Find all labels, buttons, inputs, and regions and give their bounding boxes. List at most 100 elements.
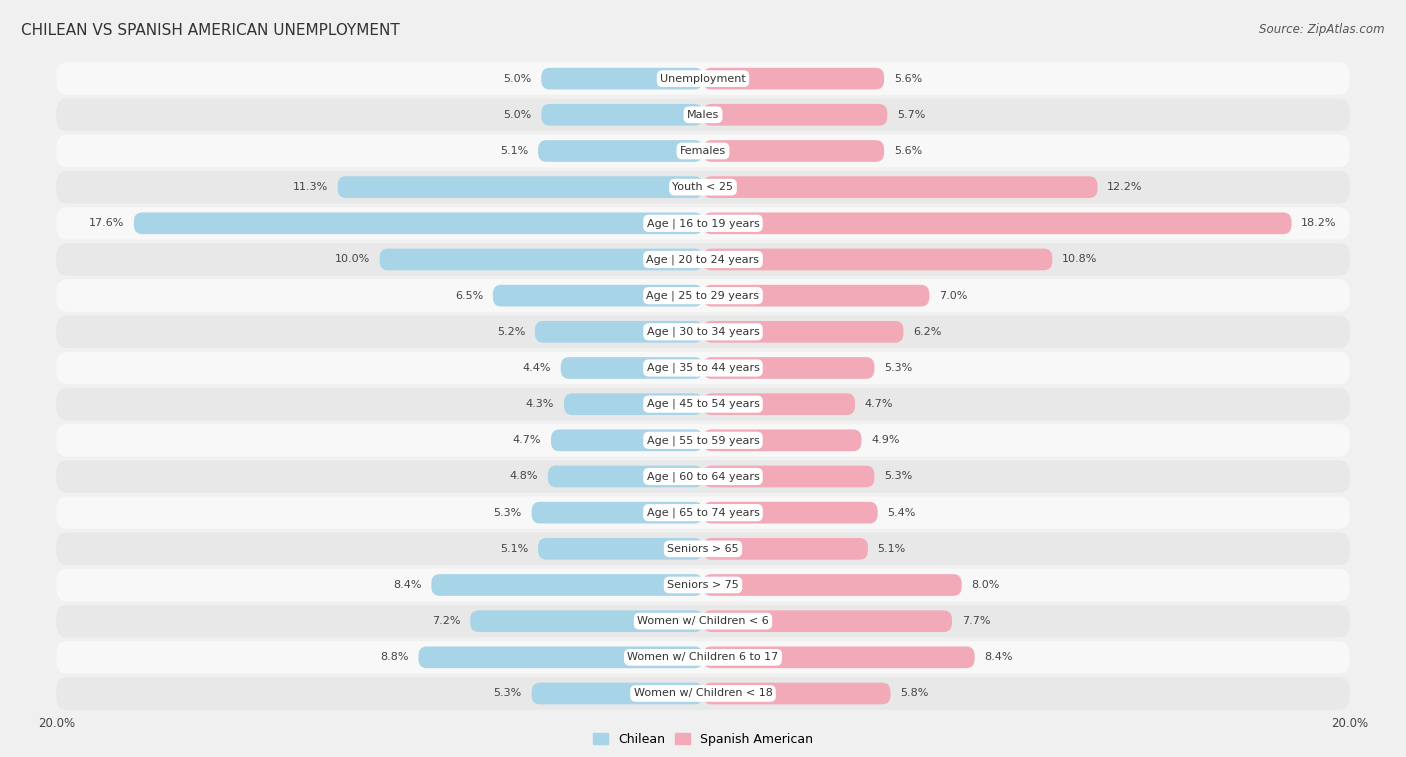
Text: 7.7%: 7.7% xyxy=(962,616,990,626)
FancyBboxPatch shape xyxy=(432,574,703,596)
Text: 5.0%: 5.0% xyxy=(503,73,531,83)
Text: 5.3%: 5.3% xyxy=(884,472,912,481)
Text: Seniors > 75: Seniors > 75 xyxy=(666,580,740,590)
Text: 7.0%: 7.0% xyxy=(939,291,967,301)
FancyBboxPatch shape xyxy=(470,610,703,632)
FancyBboxPatch shape xyxy=(56,352,1350,385)
Text: 8.8%: 8.8% xyxy=(380,653,409,662)
Text: 5.3%: 5.3% xyxy=(494,689,522,699)
Text: 5.7%: 5.7% xyxy=(897,110,925,120)
FancyBboxPatch shape xyxy=(56,533,1350,565)
FancyBboxPatch shape xyxy=(56,62,1350,95)
Text: 6.2%: 6.2% xyxy=(914,327,942,337)
FancyBboxPatch shape xyxy=(56,388,1350,420)
Text: 5.6%: 5.6% xyxy=(894,73,922,83)
FancyBboxPatch shape xyxy=(56,678,1350,710)
FancyBboxPatch shape xyxy=(703,683,890,704)
FancyBboxPatch shape xyxy=(551,429,703,451)
FancyBboxPatch shape xyxy=(703,104,887,126)
FancyBboxPatch shape xyxy=(703,610,952,632)
Text: Women w/ Children < 6: Women w/ Children < 6 xyxy=(637,616,769,626)
FancyBboxPatch shape xyxy=(56,569,1350,601)
FancyBboxPatch shape xyxy=(703,68,884,89)
Text: 18.2%: 18.2% xyxy=(1302,218,1337,229)
Text: 8.4%: 8.4% xyxy=(394,580,422,590)
Text: 5.8%: 5.8% xyxy=(900,689,928,699)
Text: 5.3%: 5.3% xyxy=(884,363,912,373)
Text: Seniors > 65: Seniors > 65 xyxy=(668,544,738,554)
Text: 4.7%: 4.7% xyxy=(513,435,541,445)
Text: Age | 60 to 64 years: Age | 60 to 64 years xyxy=(647,472,759,481)
FancyBboxPatch shape xyxy=(703,285,929,307)
Text: CHILEAN VS SPANISH AMERICAN UNEMPLOYMENT: CHILEAN VS SPANISH AMERICAN UNEMPLOYMENT xyxy=(21,23,399,38)
FancyBboxPatch shape xyxy=(703,538,868,559)
FancyBboxPatch shape xyxy=(56,171,1350,204)
FancyBboxPatch shape xyxy=(703,502,877,524)
Text: Source: ZipAtlas.com: Source: ZipAtlas.com xyxy=(1260,23,1385,36)
FancyBboxPatch shape xyxy=(703,466,875,488)
FancyBboxPatch shape xyxy=(538,538,703,559)
Text: 5.2%: 5.2% xyxy=(496,327,526,337)
Text: 5.6%: 5.6% xyxy=(894,146,922,156)
Text: 4.4%: 4.4% xyxy=(523,363,551,373)
Text: 5.1%: 5.1% xyxy=(501,544,529,554)
Text: 4.8%: 4.8% xyxy=(509,472,538,481)
Text: 12.2%: 12.2% xyxy=(1108,182,1143,192)
FancyBboxPatch shape xyxy=(134,213,703,234)
FancyBboxPatch shape xyxy=(564,394,703,415)
Text: Age | 25 to 29 years: Age | 25 to 29 years xyxy=(647,291,759,301)
FancyBboxPatch shape xyxy=(419,646,703,668)
FancyBboxPatch shape xyxy=(56,641,1350,674)
FancyBboxPatch shape xyxy=(56,460,1350,493)
FancyBboxPatch shape xyxy=(380,248,703,270)
FancyBboxPatch shape xyxy=(531,502,703,524)
Text: Females: Females xyxy=(681,146,725,156)
Text: 5.1%: 5.1% xyxy=(877,544,905,554)
Text: 5.4%: 5.4% xyxy=(887,508,915,518)
FancyBboxPatch shape xyxy=(703,646,974,668)
FancyBboxPatch shape xyxy=(494,285,703,307)
FancyBboxPatch shape xyxy=(56,98,1350,131)
Text: 4.7%: 4.7% xyxy=(865,399,893,409)
FancyBboxPatch shape xyxy=(531,683,703,704)
Text: 5.1%: 5.1% xyxy=(501,146,529,156)
Text: 6.5%: 6.5% xyxy=(456,291,484,301)
FancyBboxPatch shape xyxy=(703,140,884,162)
FancyBboxPatch shape xyxy=(703,213,1292,234)
FancyBboxPatch shape xyxy=(548,466,703,488)
Text: 10.8%: 10.8% xyxy=(1062,254,1097,264)
Text: Age | 65 to 74 years: Age | 65 to 74 years xyxy=(647,507,759,518)
FancyBboxPatch shape xyxy=(703,394,855,415)
Text: Males: Males xyxy=(688,110,718,120)
FancyBboxPatch shape xyxy=(56,605,1350,637)
Text: 4.9%: 4.9% xyxy=(872,435,900,445)
Text: Age | 16 to 19 years: Age | 16 to 19 years xyxy=(647,218,759,229)
FancyBboxPatch shape xyxy=(703,176,1098,198)
Legend: Chilean, Spanish American: Chilean, Spanish American xyxy=(588,728,818,751)
FancyBboxPatch shape xyxy=(56,316,1350,348)
Text: 11.3%: 11.3% xyxy=(292,182,328,192)
Text: 8.4%: 8.4% xyxy=(984,653,1012,662)
Text: 4.3%: 4.3% xyxy=(526,399,554,409)
FancyBboxPatch shape xyxy=(703,357,875,378)
Text: 5.3%: 5.3% xyxy=(494,508,522,518)
FancyBboxPatch shape xyxy=(56,135,1350,167)
FancyBboxPatch shape xyxy=(703,321,904,343)
FancyBboxPatch shape xyxy=(703,574,962,596)
Text: Youth < 25: Youth < 25 xyxy=(672,182,734,192)
FancyBboxPatch shape xyxy=(703,429,862,451)
Text: 10.0%: 10.0% xyxy=(335,254,370,264)
Text: Age | 20 to 24 years: Age | 20 to 24 years xyxy=(647,254,759,265)
Text: Women w/ Children 6 to 17: Women w/ Children 6 to 17 xyxy=(627,653,779,662)
FancyBboxPatch shape xyxy=(337,176,703,198)
FancyBboxPatch shape xyxy=(703,248,1052,270)
FancyBboxPatch shape xyxy=(56,207,1350,239)
FancyBboxPatch shape xyxy=(56,424,1350,456)
Text: Unemployment: Unemployment xyxy=(661,73,745,83)
Text: Age | 45 to 54 years: Age | 45 to 54 years xyxy=(647,399,759,410)
Text: 5.0%: 5.0% xyxy=(503,110,531,120)
Text: 8.0%: 8.0% xyxy=(972,580,1000,590)
Text: Age | 30 to 34 years: Age | 30 to 34 years xyxy=(647,326,759,337)
FancyBboxPatch shape xyxy=(534,321,703,343)
Text: 7.2%: 7.2% xyxy=(432,616,461,626)
